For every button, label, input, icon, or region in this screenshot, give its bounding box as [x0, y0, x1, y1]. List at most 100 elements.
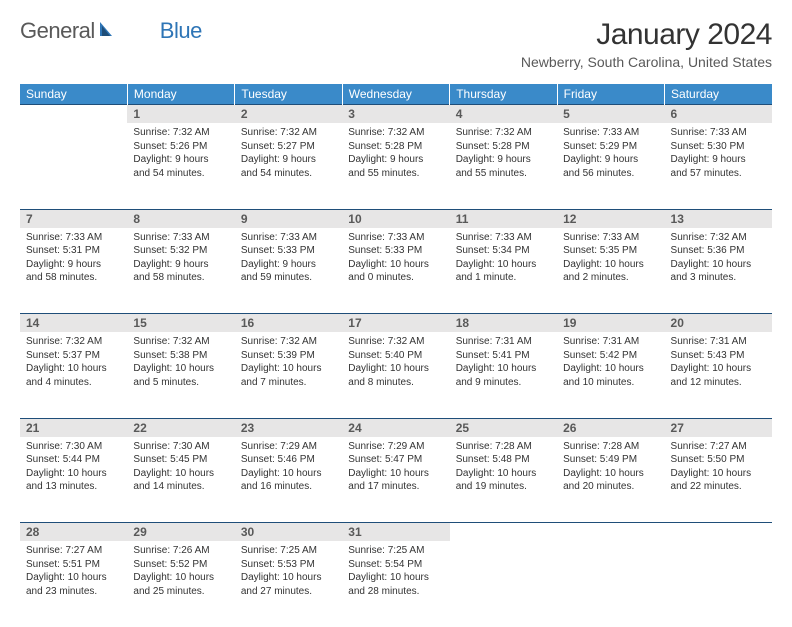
- day-body-row: Sunrise: 7:30 AMSunset: 5:44 PMDaylight:…: [20, 437, 772, 523]
- day-cell: Sunrise: 7:33 AMSunset: 5:33 PMDaylight:…: [342, 228, 449, 314]
- weekday-header: Wednesday: [342, 84, 449, 105]
- day-number: 27: [665, 418, 772, 437]
- day-cell: Sunrise: 7:32 AMSunset: 5:26 PMDaylight:…: [127, 123, 234, 209]
- day-cell: Sunrise: 7:25 AMSunset: 5:54 PMDaylight:…: [342, 541, 449, 627]
- day-number: 17: [342, 314, 449, 333]
- day-info-line: and 14 minutes.: [133, 480, 228, 494]
- day-cell: [557, 541, 664, 627]
- day-info-line: Daylight: 9 hours: [241, 153, 336, 167]
- day-cell: Sunrise: 7:29 AMSunset: 5:46 PMDaylight:…: [235, 437, 342, 523]
- day-info-line: Daylight: 10 hours: [133, 362, 228, 376]
- day-cell: Sunrise: 7:31 AMSunset: 5:41 PMDaylight:…: [450, 332, 557, 418]
- header: General Blue January 2024 Newberry, Sout…: [0, 0, 792, 76]
- weekday-header-row: Sunday Monday Tuesday Wednesday Thursday…: [20, 84, 772, 105]
- day-info-line: Sunrise: 7:33 AM: [563, 126, 658, 140]
- day-info-line: Sunrise: 7:25 AM: [348, 544, 443, 558]
- day-number: 28: [20, 523, 127, 542]
- day-info-line: and 7 minutes.: [241, 376, 336, 390]
- day-info-line: Sunset: 5:29 PM: [563, 140, 658, 154]
- logo: General Blue: [20, 18, 202, 44]
- day-number: 24: [342, 418, 449, 437]
- day-info-line: Daylight: 10 hours: [26, 571, 121, 585]
- day-cell: Sunrise: 7:33 AMSunset: 5:31 PMDaylight:…: [20, 228, 127, 314]
- day-info-line: Daylight: 9 hours: [26, 258, 121, 272]
- day-info-line: Sunrise: 7:27 AM: [26, 544, 121, 558]
- day-info-line: Daylight: 10 hours: [26, 362, 121, 376]
- day-info-line: Sunset: 5:28 PM: [456, 140, 551, 154]
- day-number: 23: [235, 418, 342, 437]
- day-number: 13: [665, 209, 772, 228]
- day-info-line: Sunset: 5:36 PM: [671, 244, 766, 258]
- logo-text-general: General: [20, 18, 95, 44]
- day-info-line: Sunrise: 7:27 AM: [671, 440, 766, 454]
- day-info-line: Sunrise: 7:32 AM: [348, 126, 443, 140]
- day-info-line: and 13 minutes.: [26, 480, 121, 494]
- day-info-line: and 5 minutes.: [133, 376, 228, 390]
- day-cell: [20, 123, 127, 209]
- day-info-line: Sunrise: 7:33 AM: [26, 231, 121, 245]
- day-cell: Sunrise: 7:25 AMSunset: 5:53 PMDaylight:…: [235, 541, 342, 627]
- day-info-line: and 3 minutes.: [671, 271, 766, 285]
- day-cell: Sunrise: 7:30 AMSunset: 5:44 PMDaylight:…: [20, 437, 127, 523]
- day-number: [20, 105, 127, 124]
- day-info-line: Daylight: 9 hours: [671, 153, 766, 167]
- day-number-row: 28293031: [20, 523, 772, 542]
- day-number: 31: [342, 523, 449, 542]
- day-cell: Sunrise: 7:30 AMSunset: 5:45 PMDaylight:…: [127, 437, 234, 523]
- day-info-line: Sunset: 5:54 PM: [348, 558, 443, 572]
- day-info-line: Sunset: 5:46 PM: [241, 453, 336, 467]
- day-info-line: Daylight: 10 hours: [563, 362, 658, 376]
- day-info-line: Daylight: 9 hours: [348, 153, 443, 167]
- calendar-table: Sunday Monday Tuesday Wednesday Thursday…: [20, 84, 772, 627]
- day-body-row: Sunrise: 7:33 AMSunset: 5:31 PMDaylight:…: [20, 228, 772, 314]
- day-info-line: and 10 minutes.: [563, 376, 658, 390]
- day-cell: Sunrise: 7:31 AMSunset: 5:43 PMDaylight:…: [665, 332, 772, 418]
- day-info-line: Sunset: 5:39 PM: [241, 349, 336, 363]
- day-cell: Sunrise: 7:33 AMSunset: 5:29 PMDaylight:…: [557, 123, 664, 209]
- day-cell: Sunrise: 7:27 AMSunset: 5:50 PMDaylight:…: [665, 437, 772, 523]
- day-cell: Sunrise: 7:33 AMSunset: 5:34 PMDaylight:…: [450, 228, 557, 314]
- day-number: 18: [450, 314, 557, 333]
- day-cell: Sunrise: 7:32 AMSunset: 5:28 PMDaylight:…: [450, 123, 557, 209]
- day-info-line: Sunrise: 7:32 AM: [133, 126, 228, 140]
- day-info-line: Sunset: 5:31 PM: [26, 244, 121, 258]
- day-info-line: Sunset: 5:27 PM: [241, 140, 336, 154]
- day-number: 3: [342, 105, 449, 124]
- day-info-line: Daylight: 9 hours: [133, 153, 228, 167]
- day-cell: Sunrise: 7:28 AMSunset: 5:49 PMDaylight:…: [557, 437, 664, 523]
- day-info-line: Sunrise: 7:25 AM: [241, 544, 336, 558]
- day-info-line: Daylight: 10 hours: [241, 362, 336, 376]
- day-info-line: and 23 minutes.: [26, 585, 121, 599]
- day-info-line: and 28 minutes.: [348, 585, 443, 599]
- day-cell: Sunrise: 7:32 AMSunset: 5:38 PMDaylight:…: [127, 332, 234, 418]
- day-info-line: Daylight: 10 hours: [133, 467, 228, 481]
- weekday-header: Friday: [557, 84, 664, 105]
- day-cell: Sunrise: 7:33 AMSunset: 5:33 PMDaylight:…: [235, 228, 342, 314]
- day-info-line: Sunrise: 7:30 AM: [26, 440, 121, 454]
- day-body-row: Sunrise: 7:32 AMSunset: 5:37 PMDaylight:…: [20, 332, 772, 418]
- day-info-line: and 56 minutes.: [563, 167, 658, 181]
- day-info-line: Daylight: 10 hours: [456, 258, 551, 272]
- day-cell: Sunrise: 7:31 AMSunset: 5:42 PMDaylight:…: [557, 332, 664, 418]
- day-cell: Sunrise: 7:33 AMSunset: 5:32 PMDaylight:…: [127, 228, 234, 314]
- day-number: [665, 523, 772, 542]
- month-title: January 2024: [521, 18, 772, 52]
- day-info-line: and 19 minutes.: [456, 480, 551, 494]
- day-info-line: Sunrise: 7:33 AM: [348, 231, 443, 245]
- day-number: 5: [557, 105, 664, 124]
- day-info-line: Sunset: 5:50 PM: [671, 453, 766, 467]
- day-body-row: Sunrise: 7:32 AMSunset: 5:26 PMDaylight:…: [20, 123, 772, 209]
- day-info-line: and 8 minutes.: [348, 376, 443, 390]
- day-info-line: Sunset: 5:26 PM: [133, 140, 228, 154]
- day-info-line: Sunrise: 7:29 AM: [348, 440, 443, 454]
- day-info-line: Sunrise: 7:33 AM: [456, 231, 551, 245]
- day-info-line: Daylight: 9 hours: [241, 258, 336, 272]
- day-info-line: Sunset: 5:28 PM: [348, 140, 443, 154]
- day-number: 21: [20, 418, 127, 437]
- weekday-header: Sunday: [20, 84, 127, 105]
- day-info-line: Daylight: 10 hours: [671, 467, 766, 481]
- day-info-line: Sunset: 5:40 PM: [348, 349, 443, 363]
- day-number: 29: [127, 523, 234, 542]
- day-cell: Sunrise: 7:33 AMSunset: 5:30 PMDaylight:…: [665, 123, 772, 209]
- day-info-line: Daylight: 10 hours: [26, 467, 121, 481]
